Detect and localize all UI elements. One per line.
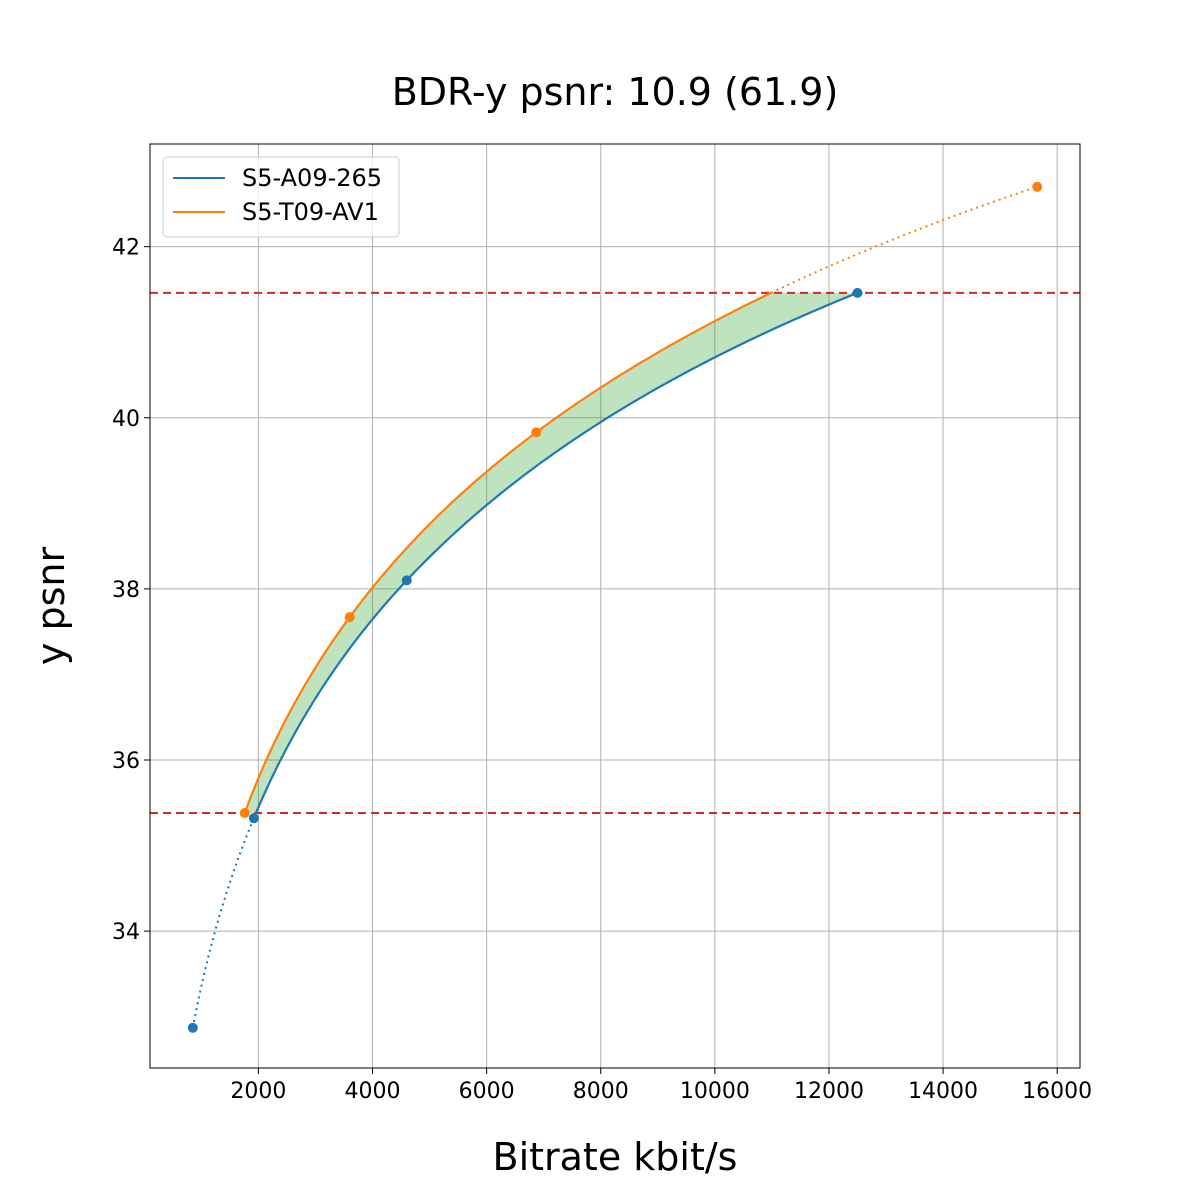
series-extrapolated-segment bbox=[770, 185, 1038, 294]
data-point bbox=[239, 808, 250, 819]
x-tick-label: 14000 bbox=[908, 1079, 978, 1104]
data-point bbox=[401, 575, 412, 586]
y-axis-label: y psnr bbox=[29, 547, 73, 666]
legend-label-s5-a09-265: S5-A09-265 bbox=[242, 164, 382, 192]
x-tick-label: 8000 bbox=[573, 1079, 629, 1104]
y-tick-label: 42 bbox=[112, 236, 140, 261]
data-point bbox=[187, 1022, 198, 1033]
series-line bbox=[254, 291, 858, 814]
y-tick-label: 34 bbox=[112, 920, 140, 945]
bdr-area bbox=[244, 292, 858, 814]
data-point bbox=[531, 427, 542, 438]
x-tick-label: 4000 bbox=[345, 1079, 401, 1104]
x-tick-label: 6000 bbox=[459, 1079, 515, 1104]
grid bbox=[150, 144, 1080, 1068]
y-tick-label: 36 bbox=[112, 749, 140, 774]
series-lines bbox=[191, 185, 1038, 1028]
data-point bbox=[1032, 181, 1043, 192]
x-axis-label: Bitrate kbit/s bbox=[493, 1135, 738, 1179]
threshold-lines bbox=[150, 291, 1080, 815]
y-tick-label: 38 bbox=[112, 578, 140, 603]
x-ticks: 2000 4000 6000 8000 10000 12000 14000 16000 bbox=[230, 1068, 1092, 1104]
x-tick-label: 10000 bbox=[680, 1079, 750, 1104]
x-tick-label: 2000 bbox=[230, 1079, 286, 1104]
series-extrapolated-segment bbox=[191, 812, 257, 1028]
data-point bbox=[248, 813, 259, 824]
series-line bbox=[243, 291, 772, 814]
legend: S5-A09-265 S5-T09-AV1 bbox=[162, 156, 400, 238]
data-point bbox=[344, 612, 355, 623]
data-points bbox=[187, 181, 1043, 1033]
x-tick-label: 16000 bbox=[1022, 1079, 1092, 1104]
legend-label-s5-t09-av1: S5-T09-AV1 bbox=[242, 198, 379, 226]
chart-title: BDR-y psnr: 10.9 (61.9) bbox=[392, 70, 839, 114]
y-tick-label: 40 bbox=[112, 407, 140, 432]
bdr-fill bbox=[244, 292, 858, 814]
data-point bbox=[852, 287, 863, 298]
plot-frame bbox=[149, 143, 1081, 1069]
y-ticks: 34 36 38 40 42 bbox=[112, 236, 150, 945]
x-tick-label: 12000 bbox=[794, 1079, 864, 1104]
